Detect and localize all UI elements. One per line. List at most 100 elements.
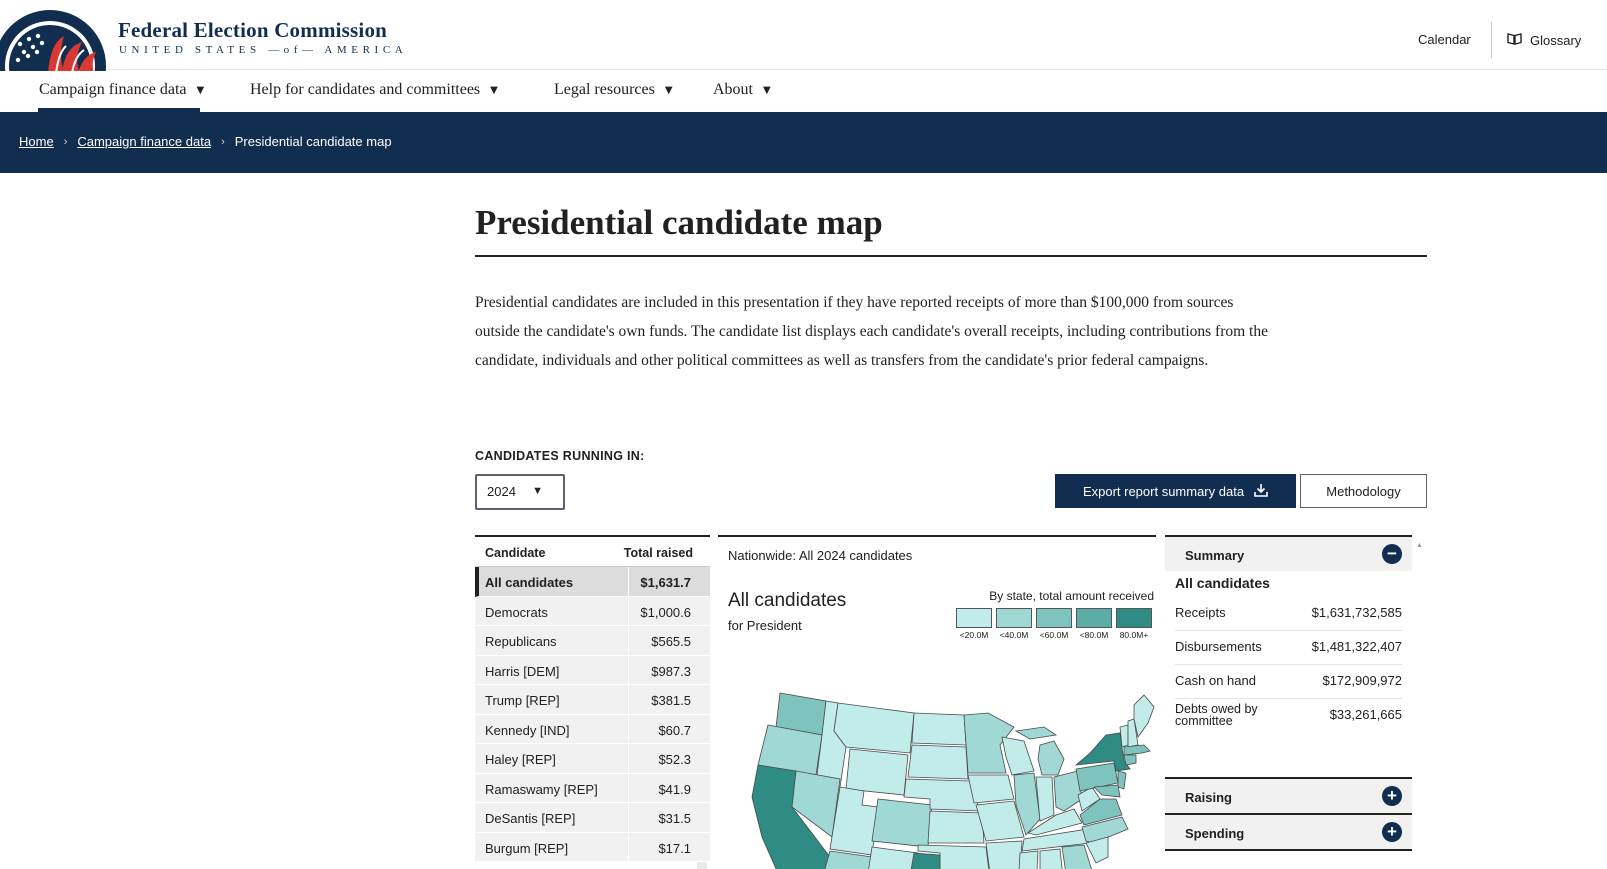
expand-plus-icon[interactable]: + (1382, 822, 1402, 842)
summary-sidebar: Summary − All candidates Receipts $1,631… (1165, 535, 1427, 869)
candidate-row[interactable]: Burgum [REP] $17.1 (475, 832, 710, 862)
state-alabama[interactable] (1039, 848, 1064, 869)
candidate-name: Ramaswamy [REP] (485, 781, 598, 797)
state-south-carolina[interactable] (1085, 836, 1109, 864)
candidate-total: $1,000.6 (640, 604, 691, 620)
main-nav: Campaign finance data ▼ Help for candidat… (0, 70, 1607, 112)
nav-label: About (713, 81, 753, 98)
spending-accordion-header[interactable]: Spending + (1165, 815, 1412, 849)
state-massachusetts[interactable] (1123, 744, 1151, 756)
nav-campaign-finance-data[interactable]: Campaign finance data ▼ (39, 81, 204, 99)
summary-value: $33,261,665 (1329, 707, 1402, 722)
collapse-minus-icon[interactable]: − (1382, 544, 1402, 564)
state-iowa[interactable] (967, 774, 1015, 804)
nav-about[interactable]: About ▼ (713, 81, 771, 99)
state-oklahoma[interactable] (917, 844, 990, 869)
state-ohio[interactable] (1053, 770, 1083, 812)
candidate-row[interactable]: DeSantis [REP] $31.5 (475, 803, 710, 833)
state-michigan[interactable] (1014, 726, 1065, 776)
candidate-name: Kennedy [IND] (485, 722, 570, 738)
state-north-carolina[interactable] (1081, 816, 1129, 844)
nav-legal-resources[interactable]: Legal resources ▼ (554, 81, 673, 99)
summary-label: Debts owed by committee (1175, 702, 1258, 728)
state-new-jersey[interactable] (1117, 770, 1127, 790)
candidate-row[interactable]: Democrats $1,000.6 (475, 596, 710, 626)
summary-scrollbar[interactable]: ▲ (1412, 540, 1427, 869)
glossary-link[interactable]: Glossary (1507, 32, 1581, 48)
candidate-row[interactable]: Kennedy [IND] $60.7 (475, 714, 710, 744)
utility-divider (1491, 22, 1492, 58)
us-state-map[interactable] (718, 687, 1156, 869)
state-georgia[interactable] (1061, 844, 1094, 869)
state-wisconsin[interactable] (1001, 736, 1035, 776)
candidate-total: $60.7 (658, 722, 691, 738)
caret-down-icon: ▼ (763, 85, 771, 96)
summary-label: Receipts (1175, 605, 1226, 620)
glossary-label: Glossary (1530, 32, 1582, 48)
state-missouri[interactable] (975, 800, 1025, 842)
state-north-dakota[interactable] (911, 712, 967, 746)
fec-seal-logo[interactable] (0, 0, 106, 71)
state-minnesota[interactable] (963, 712, 1015, 774)
summary-label: Disbursements (1175, 639, 1262, 654)
legend-item: 80.0M+ (1116, 608, 1152, 640)
candidate-row[interactable]: Harris [DEM] $987.3 (475, 655, 710, 685)
total-cell-divider (628, 626, 700, 655)
state-texas[interactable] (908, 852, 1000, 869)
candidate-total: $1,631.7 (640, 575, 691, 590)
summary-value: $172,909,972 (1322, 673, 1402, 688)
total-cell-divider (628, 803, 700, 832)
org-name[interactable]: Federal Election Commission (118, 18, 388, 42)
candidate-row[interactable]: Trump [REP] $381.5 (475, 685, 710, 715)
state-montana[interactable] (833, 702, 915, 754)
state-south-dakota[interactable] (907, 744, 969, 780)
state-illinois[interactable] (1013, 772, 1041, 836)
state-new-york[interactable] (1074, 732, 1131, 772)
summary-body: All candidates Receipts $1,631,732,585 D… (1165, 571, 1412, 771)
nav-label: Help for candidates and committees (250, 81, 481, 98)
legend-label: <40.0M (999, 630, 1029, 640)
breadcrumb-home[interactable]: Home (19, 134, 54, 149)
state-connecticut[interactable] (1123, 754, 1137, 766)
state-mississippi[interactable] (1018, 850, 1039, 869)
summary-accordion-header[interactable]: Summary − (1165, 537, 1412, 571)
state-new-mexico[interactable] (866, 846, 919, 869)
nav-help-for-candidates[interactable]: Help for candidates and committees ▼ (250, 81, 498, 99)
summary-accordion: Summary − All candidates Receipts $1,631… (1165, 535, 1412, 771)
state-colorado[interactable] (871, 798, 933, 848)
expand-plus-icon[interactable]: + (1382, 786, 1402, 806)
candidate-table: Candidate Total raised All candidates $1,… (475, 535, 710, 869)
election-year-select[interactable]: 2024 ▼ (475, 474, 565, 510)
org-subtitle: UNITED STATES —of— AMERICA (119, 44, 408, 56)
raising-accordion-header[interactable]: Raising + (1165, 779, 1412, 813)
calendar-link[interactable]: Calendar (1418, 32, 1471, 47)
state-wyoming[interactable] (845, 748, 909, 796)
candidate-row[interactable]: Republicans $565.5 (475, 626, 710, 656)
state-arkansas[interactable] (985, 840, 1023, 869)
scroll-up-arrow-icon[interactable]: ▲ (1416, 542, 1423, 549)
title-divider (475, 255, 1427, 257)
candidate-row[interactable]: All candidates $1,631.7 (475, 567, 710, 597)
candidate-row[interactable]: Ramaswamy [REP] $41.9 (475, 773, 710, 803)
summary-value: $1,631,732,585 (1311, 605, 1402, 620)
state-kentucky[interactable] (1027, 808, 1083, 836)
export-summary-button[interactable]: Export report summary data (1055, 474, 1296, 508)
state-kansas[interactable] (927, 810, 985, 844)
summary-value: $1,481,322,407 (1311, 639, 1402, 654)
state-maryland[interactable] (1093, 784, 1121, 798)
candidate-rows: All candidates $1,631.7 Democrats $1,000.6 R… (475, 567, 710, 862)
methodology-button[interactable]: Methodology (1300, 474, 1427, 508)
total-cell-divider (628, 773, 700, 802)
state-indiana[interactable] (1035, 776, 1055, 822)
map-panel: Nationwide: All 2024 candidates All cand… (718, 535, 1156, 869)
state-maine[interactable] (1133, 694, 1155, 738)
state-arizona[interactable] (820, 850, 873, 869)
state-new-hampshire[interactable] (1127, 718, 1139, 748)
page-title: Presidential candidate map (475, 203, 883, 242)
total-cell-divider (628, 567, 700, 596)
breadcrumb-campaign-finance-data[interactable]: Campaign finance data (77, 134, 212, 149)
legend-title: By state, total amount received (989, 589, 1154, 603)
caret-down-icon: ▼ (196, 85, 205, 96)
candidate-name: All candidates (485, 575, 574, 590)
candidate-row[interactable]: Haley [REP] $52.3 (475, 744, 710, 774)
